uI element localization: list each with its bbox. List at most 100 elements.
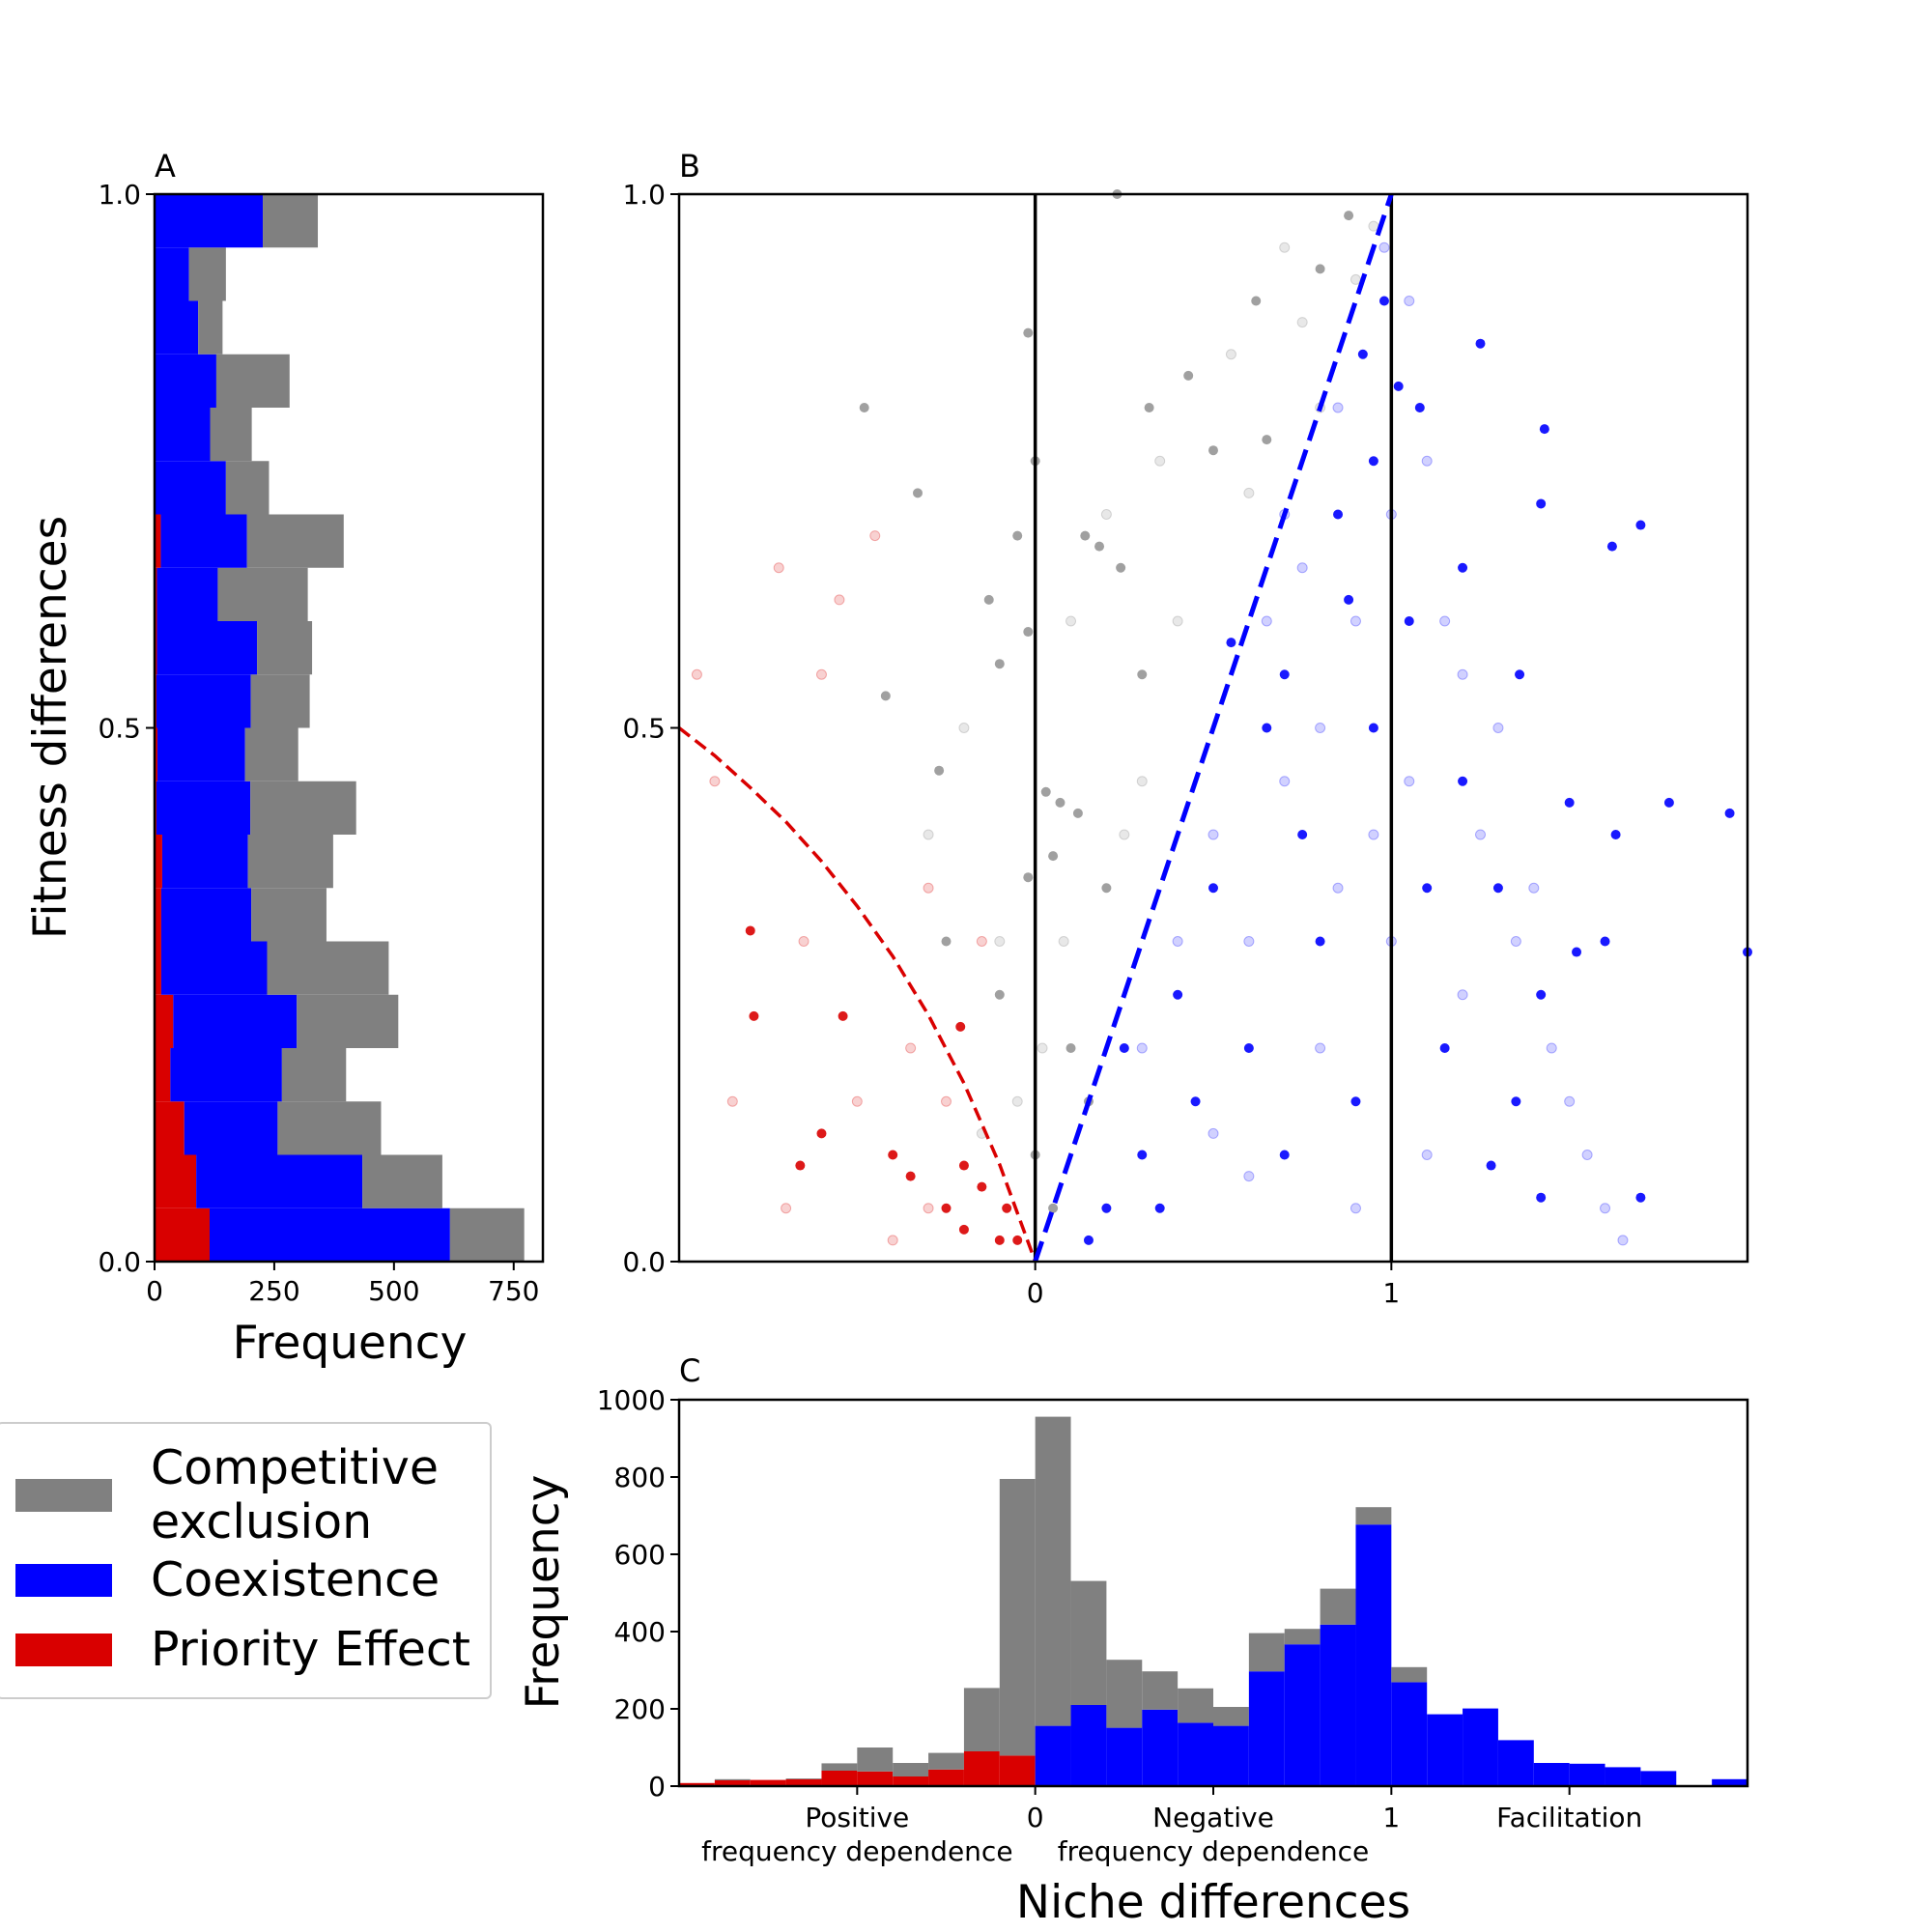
point-competitive-exclusion: [934, 765, 945, 776]
point-faint-coexistence: [1208, 829, 1219, 840]
point-priority-effect: [955, 1021, 966, 1032]
point-faint-coexistence: [1510, 936, 1521, 947]
bar-coexistence: [1427, 1714, 1463, 1786]
point-priority-effect: [838, 1010, 848, 1021]
bar-competitive-exclusion: [362, 1154, 442, 1208]
point-priority-effect: [958, 1160, 969, 1171]
point-faint-competitive-exclusion: [1225, 349, 1236, 360]
bar-competitive-exclusion: [1106, 1660, 1143, 1728]
point-faint-priority-effect: [941, 1095, 952, 1107]
bar-coexistence: [1355, 1524, 1392, 1786]
point-faint-coexistence: [1546, 1042, 1557, 1054]
point-coexistence: [1511, 1096, 1521, 1107]
point-faint-coexistence: [1617, 1235, 1629, 1246]
bar-competitive-exclusion: [244, 727, 298, 781]
bar-competitive-exclusion: [198, 300, 223, 355]
bar-coexistence: [184, 1101, 278, 1155]
bar-priority-effect: [821, 1771, 858, 1786]
point-competitive-exclusion: [1094, 541, 1105, 552]
bar-competitive-exclusion: [893, 1763, 929, 1776]
point-coexistence: [1600, 936, 1610, 947]
point-competitive-exclusion: [1023, 327, 1034, 338]
point-coexistence: [1083, 1235, 1094, 1245]
bar-coexistence: [160, 888, 252, 942]
bar-coexistence: [155, 408, 211, 462]
point-faint-coexistence: [1172, 936, 1183, 947]
x-tick-label: 1: [1382, 1277, 1400, 1309]
point-coexistence: [1350, 1096, 1361, 1107]
bar-coexistence: [1320, 1624, 1356, 1786]
y-tick-label: 0.0: [622, 1246, 666, 1278]
point-coexistence: [1724, 808, 1735, 818]
bar-competitive-exclusion: [257, 621, 313, 675]
point-priority-effect: [958, 1224, 969, 1235]
point-faint-coexistence: [1261, 615, 1272, 627]
point-competitive-exclusion: [1116, 562, 1126, 573]
point-coexistence: [1635, 520, 1646, 530]
x-tick-label: 750: [488, 1275, 539, 1307]
point-competitive-exclusion: [941, 936, 952, 947]
bar-priority-effect: [155, 1048, 171, 1102]
point-coexistence: [1439, 1043, 1450, 1053]
bar-priority-effect: [155, 1208, 211, 1262]
bar-coexistence: [160, 514, 247, 568]
point-faint-priority-effect: [709, 776, 721, 787]
point-faint-coexistence: [1378, 242, 1390, 253]
point-coexistence: [1243, 1043, 1254, 1053]
point-faint-coexistence: [1136, 1042, 1148, 1054]
bar-coexistence: [1569, 1763, 1605, 1786]
point-competitive-exclusion: [1208, 445, 1218, 456]
panel-a-xlabel: Frequency: [233, 1317, 468, 1370]
bar-priority-effect: [155, 1154, 197, 1208]
bar-priority-effect: [785, 1778, 822, 1786]
point-coexistence: [1262, 723, 1272, 733]
bar-competitive-exclusion: [188, 247, 226, 301]
bar-competitive-exclusion: [251, 888, 327, 942]
point-competitive-exclusion: [1315, 264, 1325, 274]
bar-priority-effect: [857, 1771, 894, 1786]
point-faint-priority-effect: [923, 882, 934, 894]
point-faint-competitive-exclusion: [1243, 487, 1255, 498]
bar-priority-effect: [714, 1780, 751, 1786]
bar-priority-effect: [963, 1751, 1000, 1786]
legend: Competitive exclusion Coexistence Priorit…: [0, 1422, 492, 1699]
bar-priority-effect: [155, 835, 162, 889]
point-faint-priority-effect: [887, 1235, 898, 1246]
point-coexistence: [1333, 509, 1344, 520]
point-faint-coexistence: [1332, 402, 1344, 413]
point-competitive-exclusion: [1144, 403, 1154, 412]
bar-competitive-exclusion: [999, 1479, 1036, 1756]
point-competitive-exclusion: [1048, 851, 1059, 862]
point-faint-competitive-exclusion: [958, 723, 970, 733]
point-faint-coexistence: [1528, 882, 1540, 894]
bar-competitive-exclusion: [1070, 1580, 1107, 1705]
legend-label: Coexistence: [151, 1552, 440, 1607]
point-coexistence: [1539, 424, 1549, 435]
legend-swatch-red: [15, 1634, 112, 1666]
point-competitive-exclusion: [1183, 370, 1194, 381]
x-tick-label: 0: [1027, 1802, 1044, 1833]
bar-competitive-exclusion: [857, 1747, 894, 1772]
point-coexistence: [1154, 1203, 1165, 1213]
x-tick-label: 250: [248, 1275, 299, 1307]
y-tick-label: 1.0: [98, 179, 141, 211]
point-faint-coexistence: [1564, 1095, 1576, 1107]
point-competitive-exclusion: [994, 989, 1005, 1000]
bar-competitive-exclusion: [1142, 1671, 1179, 1710]
bar-competitive-exclusion: [928, 1752, 964, 1770]
bar-priority-effect: [893, 1776, 929, 1786]
point-faint-priority-effect: [773, 562, 784, 574]
bar-competitive-exclusion: [277, 1101, 382, 1155]
point-priority-effect: [941, 1203, 952, 1213]
point-coexistence: [1368, 456, 1378, 467]
point-coexistence: [1393, 381, 1404, 391]
x-tick-label: 500: [368, 1275, 419, 1307]
legend-label: Competitive exclusion: [151, 1441, 439, 1549]
legend-item-coexistence: Coexistence: [15, 1553, 440, 1607]
bar-competitive-exclusion: [821, 1763, 858, 1771]
point-faint-priority-effect: [691, 668, 702, 680]
x-tick-label: 1: [1382, 1802, 1400, 1833]
point-competitive-exclusion: [983, 594, 994, 605]
point-faint-competitive-exclusion: [1296, 317, 1308, 328]
point-coexistence: [1226, 638, 1236, 648]
